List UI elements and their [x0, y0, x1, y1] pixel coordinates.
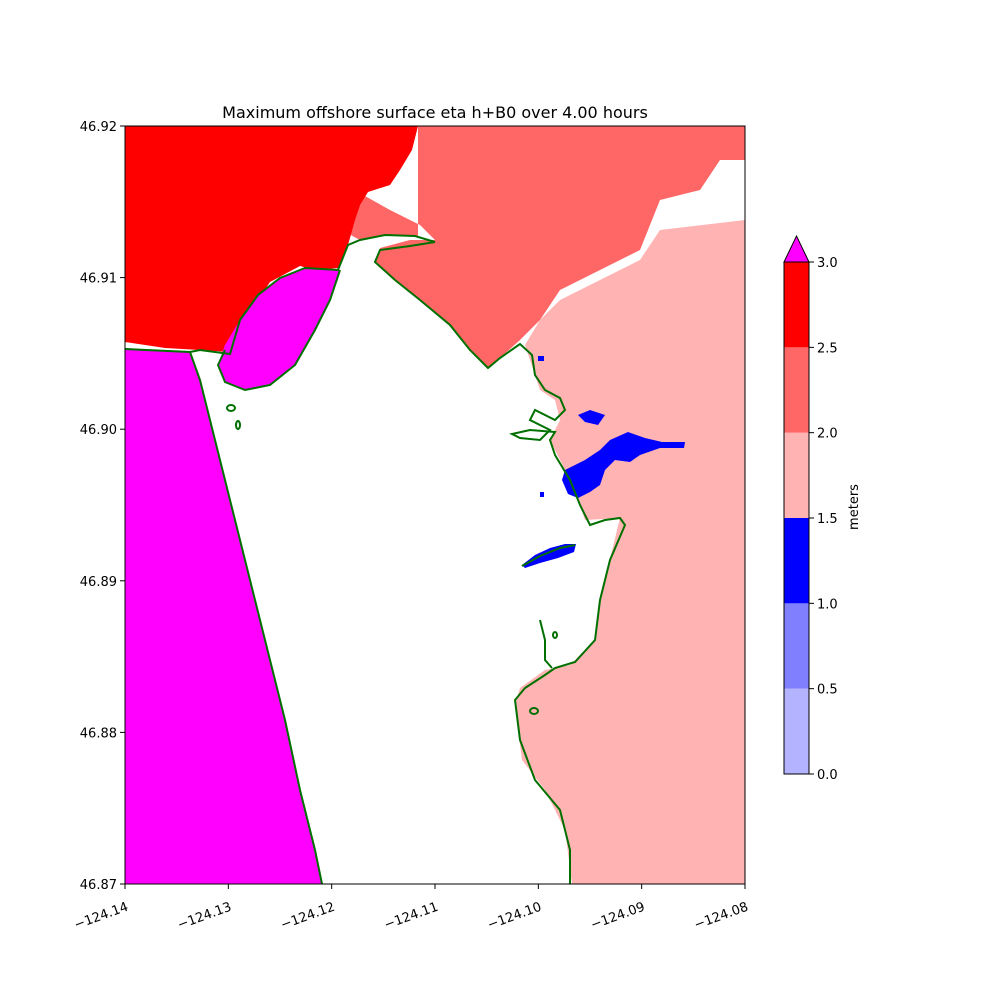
colorbar-tick-label: 0.5 [817, 683, 838, 698]
colorbar-segment [784, 603, 809, 689]
region-offshore-northwest [125, 126, 418, 352]
x-tick-label: −124.11 [382, 900, 440, 933]
colorbar-segment [784, 518, 809, 604]
colorbar-tick-label: 2.5 [817, 341, 838, 356]
colorbar-extend-arrow [783, 234, 810, 263]
colorbar-segment [784, 688, 809, 774]
map-area [125, 126, 745, 884]
colorbar-tick-label: 1.0 [817, 597, 838, 612]
x-tick-label: −124.14 [72, 900, 130, 933]
colorbar-tick-label: 1.5 [817, 512, 838, 527]
x-tick-label: −124.13 [176, 900, 234, 933]
y-tick-label: 46.92 [80, 120, 117, 135]
colorbar-segment [784, 262, 809, 348]
colorbar-segment [784, 432, 809, 518]
y-tick-label: 46.91 [80, 272, 117, 287]
colorbar-segment [784, 347, 809, 433]
region-bay-south [515, 220, 745, 884]
colorbar-tick-label: 0.0 [817, 768, 838, 783]
y-tick-label: 46.88 [80, 726, 117, 741]
colorbar-label: meters [847, 484, 862, 530]
x-tick-label: −124.10 [486, 900, 544, 933]
x-tick-label: −124.12 [279, 900, 337, 933]
x-axis: −124.14 −124.13 −124.12 −124.11 −124.10 −124.… [72, 884, 750, 933]
colorbar-tick-label: 2.0 [817, 427, 838, 442]
x-tick-label: −124.08 [692, 900, 750, 933]
y-tick-label: 46.90 [80, 423, 117, 438]
colorbar: 0.0 0.5 1.0 1.5 2.0 2.5 3.0 [783, 234, 838, 783]
y-tick-label: 46.89 [80, 575, 117, 590]
chart-title: Maximum offshore surface eta h+B0 over 4… [222, 103, 648, 122]
region-bay-north [345, 126, 745, 368]
colorbar-tick-label: 3.0 [817, 256, 838, 271]
y-axis: 46.87 46.88 46.89 46.90 46.91 46.92 [80, 120, 125, 893]
region-tidal-flats [522, 356, 685, 568]
shoreline-contours [125, 233, 627, 884]
region-channel-mouth [218, 268, 340, 390]
y-tick-label: 46.87 [80, 878, 117, 893]
region-offshore-southwest [125, 348, 322, 884]
x-tick-label: −124.09 [589, 900, 647, 933]
